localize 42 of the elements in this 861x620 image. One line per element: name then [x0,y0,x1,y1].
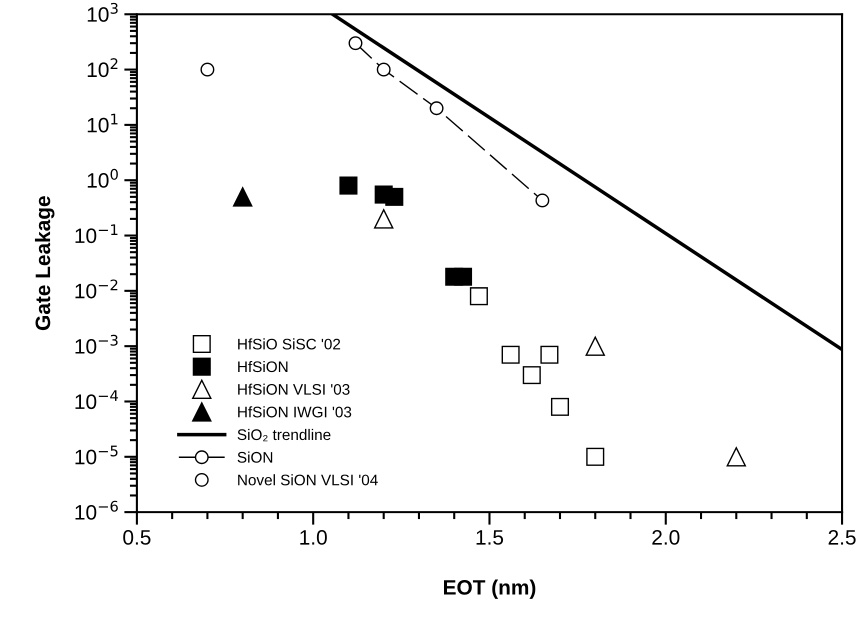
y-tick-label: 10$^{−2}$ [76,279,118,298]
x-tick-label: 0.5 [123,530,151,545]
point [348,36,362,50]
point [232,187,252,207]
legend-label: SiON [238,452,272,463]
legend-label: HfSiO SiSC '02 [238,338,340,350]
point [470,287,488,306]
point [550,398,570,416]
point [454,268,472,286]
point [586,448,604,466]
y-tick-label: 10$^{1}$ [88,114,118,133]
legend-label: SiO₂ trendline [238,428,330,442]
point [540,346,558,364]
legend-label: Novel SiON VLSI '04 [238,474,378,486]
legend-label: HfSiON [238,360,288,372]
y-tick-label: 10$^{−6}$ [76,500,118,520]
point [430,101,444,116]
x-axis-title: EOT (nm) [444,579,536,599]
legend-label: HfSiON VLSI '03 [238,384,350,395]
y-axis-title: Gate Leakage [34,196,54,330]
y-tick-label: 10$^{−3}$ [76,334,118,354]
x-tick-label: 2.0 [652,530,680,545]
y-tick-label: 10$^{−1}$ [76,224,118,244]
y-tick-label: 10$^{−4}$ [76,390,118,410]
y-tick-label: 10$^{3}$ [88,2,118,22]
point [200,62,214,77]
point [385,188,404,206]
y-tick-label: 10$^{0}$ [88,168,118,188]
point [586,336,605,356]
point [535,194,550,208]
x-tick-label: 1.5 [476,530,504,545]
point [339,176,358,195]
point [374,209,394,229]
point [502,346,520,364]
legend-label: HfSiON IWGI '03 [238,406,352,418]
y-tick-label: 10$^{−5}$ [76,446,118,464]
x-tick-label: 1.0 [300,530,327,545]
point [522,366,541,384]
point [726,447,746,467]
point [376,62,391,77]
x-tick-label: 2.5 [828,530,856,545]
y-tick-label: 10$^{2}$ [88,58,118,78]
